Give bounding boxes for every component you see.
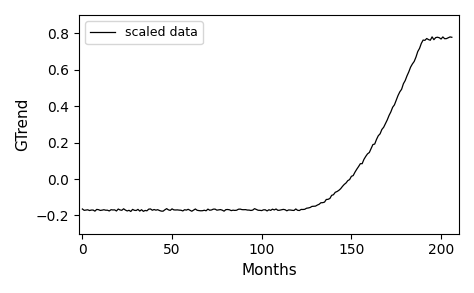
Line: scaled data: scaled data xyxy=(82,37,452,212)
scaled data xyxy=(390,105,395,109)
scaled data xyxy=(361,158,367,161)
X-axis label: Months: Months xyxy=(241,263,297,278)
scaled data xyxy=(128,210,134,213)
scaled data xyxy=(80,207,85,211)
Y-axis label: GTrend: GTrend xyxy=(15,98,30,151)
scaled data xyxy=(429,35,435,39)
scaled data xyxy=(422,39,428,42)
scaled data xyxy=(314,203,320,207)
scaled data xyxy=(384,118,390,122)
Legend: scaled data: scaled data xyxy=(85,21,203,44)
scaled data xyxy=(449,35,455,39)
scaled data xyxy=(183,208,189,212)
